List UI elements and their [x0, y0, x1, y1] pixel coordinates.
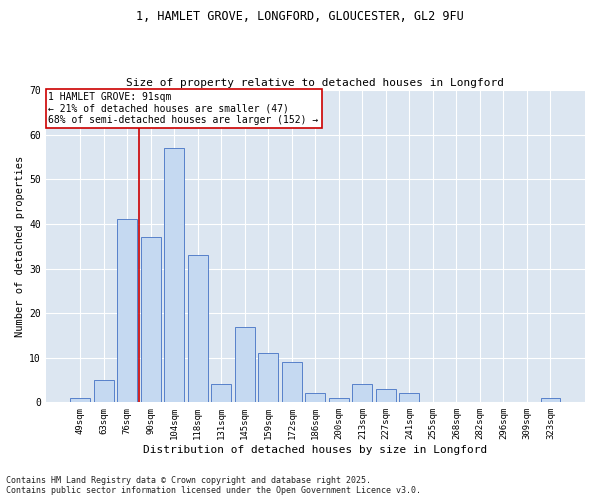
Bar: [376, 389, 396, 402]
Bar: [94, 380, 114, 402]
Bar: [164, 148, 184, 403]
Title: Size of property relative to detached houses in Longford: Size of property relative to detached ho…: [127, 78, 505, 88]
Bar: [541, 398, 560, 402]
Text: 1 HAMLET GROVE: 91sqm
← 21% of detached houses are smaller (47)
68% of semi-deta: 1 HAMLET GROVE: 91sqm ← 21% of detached …: [49, 92, 319, 125]
Y-axis label: Number of detached properties: Number of detached properties: [15, 156, 25, 337]
Bar: [211, 384, 232, 402]
Text: Contains HM Land Registry data © Crown copyright and database right 2025.
Contai: Contains HM Land Registry data © Crown c…: [6, 476, 421, 495]
Bar: [235, 326, 255, 402]
Bar: [305, 394, 325, 402]
Bar: [352, 384, 373, 402]
Bar: [259, 354, 278, 403]
Bar: [400, 394, 419, 402]
Bar: [329, 398, 349, 402]
Bar: [141, 238, 161, 402]
Text: 1, HAMLET GROVE, LONGFORD, GLOUCESTER, GL2 9FU: 1, HAMLET GROVE, LONGFORD, GLOUCESTER, G…: [136, 10, 464, 23]
Bar: [188, 255, 208, 402]
Bar: [118, 220, 137, 402]
X-axis label: Distribution of detached houses by size in Longford: Distribution of detached houses by size …: [143, 445, 488, 455]
Bar: [282, 362, 302, 403]
Bar: [70, 398, 90, 402]
